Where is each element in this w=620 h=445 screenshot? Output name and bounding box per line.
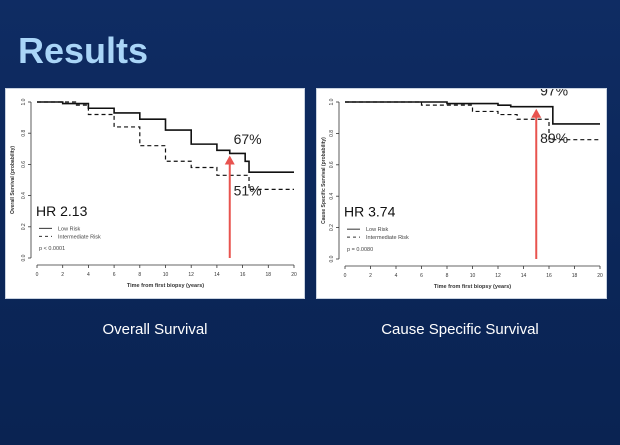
hazard-ratio: HR 3.74 [344, 204, 396, 220]
slide-title: Results [18, 30, 149, 71]
x-tick-label: 2 [61, 272, 64, 278]
x-tick-label: 2 [369, 273, 372, 279]
x-tick-label: 10 [163, 272, 169, 278]
x-tick-label: 4 [395, 273, 398, 279]
x-tick-label: 12 [495, 273, 501, 279]
x-tick-label: 16 [546, 273, 552, 279]
x-tick-label: 20 [597, 273, 603, 279]
p-value: p = 0.0080 [347, 247, 373, 253]
x-tick-label: 18 [266, 272, 272, 278]
survival-annotation: 51% [234, 183, 262, 199]
survival-annotation: 67% [234, 131, 262, 147]
x-tick-label: 14 [214, 272, 220, 278]
y-tick-label: 0.8 [21, 130, 27, 137]
legend-label: Low Risk [58, 226, 81, 232]
y-tick-label: 0.4 [21, 192, 27, 199]
caption-cause-specific-survival: Cause Specific Survival [381, 321, 539, 338]
y-tick-label: 0.2 [329, 224, 335, 231]
y-tick-label: 0.0 [21, 254, 27, 261]
x-tick-label: 16 [240, 272, 246, 278]
x-tick-label: 12 [188, 272, 194, 278]
y-tick-label: 0.6 [329, 161, 335, 168]
survival-annotation: 89% [540, 130, 568, 146]
x-axis-label: Time from first biopsy (years) [434, 284, 511, 290]
x-tick-label: 6 [113, 272, 116, 278]
x-tick-label: 8 [446, 273, 449, 279]
y-tick-label: 0.8 [329, 130, 335, 137]
x-tick-label: 6 [420, 273, 423, 279]
p-value: p < 0.0001 [39, 246, 65, 252]
red-arrow-head [531, 108, 542, 118]
legend-label: Low Risk [366, 227, 389, 233]
y-axis-label: Overall Survival (probability) [10, 146, 16, 214]
x-tick-label: 18 [572, 273, 578, 279]
y-tick-label: 1.0 [21, 98, 27, 105]
x-tick-label: 14 [521, 273, 527, 279]
y-tick-label: 0.2 [21, 223, 27, 230]
y-tick-label: 1.0 [329, 98, 335, 105]
y-tick-label: 0.4 [329, 193, 335, 200]
caption-overall-survival: Overall Survival [102, 321, 208, 338]
y-axis-label: Cause Specific Survival (probability) [321, 137, 327, 224]
hazard-ratio: HR 2.13 [36, 203, 88, 219]
y-tick-label: 0.0 [329, 255, 335, 262]
x-tick-label: 20 [291, 272, 297, 278]
km-curve-low-risk [345, 101, 600, 125]
km-curve-low-risk [37, 101, 294, 173]
cause-specific-survival-plot: 0 2 4 6 8 10 12 14 16 18 20 0.0 0.2 0.4 0.6 0.8 1.0 Time … [321, 89, 603, 290]
y-tick-label: 0.6 [21, 161, 27, 168]
x-axis-label: Time from first biopsy (years) [127, 283, 204, 289]
overall-survival-chart: 0 2 4 6 8 10 12 14 16 18 20 0.0 0.2 0.4 0.6 0.8 1.0 Time … [5, 88, 305, 299]
x-tick-label: 10 [470, 273, 476, 279]
x-tick-label: 8 [138, 272, 141, 278]
km-curve-intermediate-risk [345, 101, 600, 141]
legend-label: Intermediate Risk [58, 234, 101, 240]
cause-specific-survival-chart: 0 2 4 6 8 10 12 14 16 18 20 0.0 0.2 0.4 0.6 0.8 1.0 Time … [316, 88, 607, 299]
red-arrow-head [224, 155, 235, 165]
x-tick-label: 0 [36, 272, 39, 278]
survival-annotation: 97% [540, 89, 568, 99]
x-tick-label: 4 [87, 272, 90, 278]
x-tick-label: 0 [344, 273, 347, 279]
overall-survival-plot: 0 2 4 6 8 10 12 14 16 18 20 0.0 0.2 0.4 0.6 0.8 1.0 Time … [10, 98, 297, 289]
legend-label: Intermediate Risk [366, 235, 409, 241]
